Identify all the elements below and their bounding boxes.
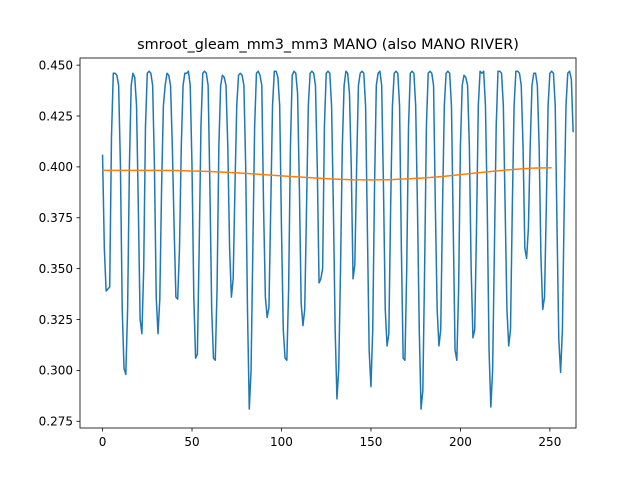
y-tick-label: 0.375	[39, 211, 73, 225]
y-tick-label: 0.450	[39, 58, 73, 72]
y-tick-label: 0.350	[39, 262, 73, 276]
plot-frame	[79, 57, 577, 429]
x-axis: 0 50 100 150 200 250	[99, 428, 561, 449]
x-tick-label: 0	[99, 435, 107, 449]
series-line-2	[102, 166, 552, 181]
y-tick-label: 0.300	[39, 364, 73, 378]
x-tick-label: 200	[449, 435, 472, 449]
y-tick-label: 0.400	[39, 160, 73, 174]
x-tick-label: 250	[538, 435, 561, 449]
series-line-1	[101, 70, 574, 410]
chart-title: smroot_gleam_mm3_mm3 MANO (also MANO RIV…	[137, 37, 519, 53]
y-tick-label: 0.325	[39, 313, 73, 327]
y-axis: 0.275 0.300 0.325 0.350 0.375 0.400 0.425 0.450	[39, 58, 80, 429]
series-layer	[101, 70, 574, 410]
y-tick-label: 0.425	[39, 109, 73, 123]
x-tick-label: 150	[359, 435, 382, 449]
x-tick-label: 50	[184, 435, 199, 449]
x-tick-label: 100	[270, 435, 293, 449]
y-tick-label: 0.275	[39, 415, 73, 429]
